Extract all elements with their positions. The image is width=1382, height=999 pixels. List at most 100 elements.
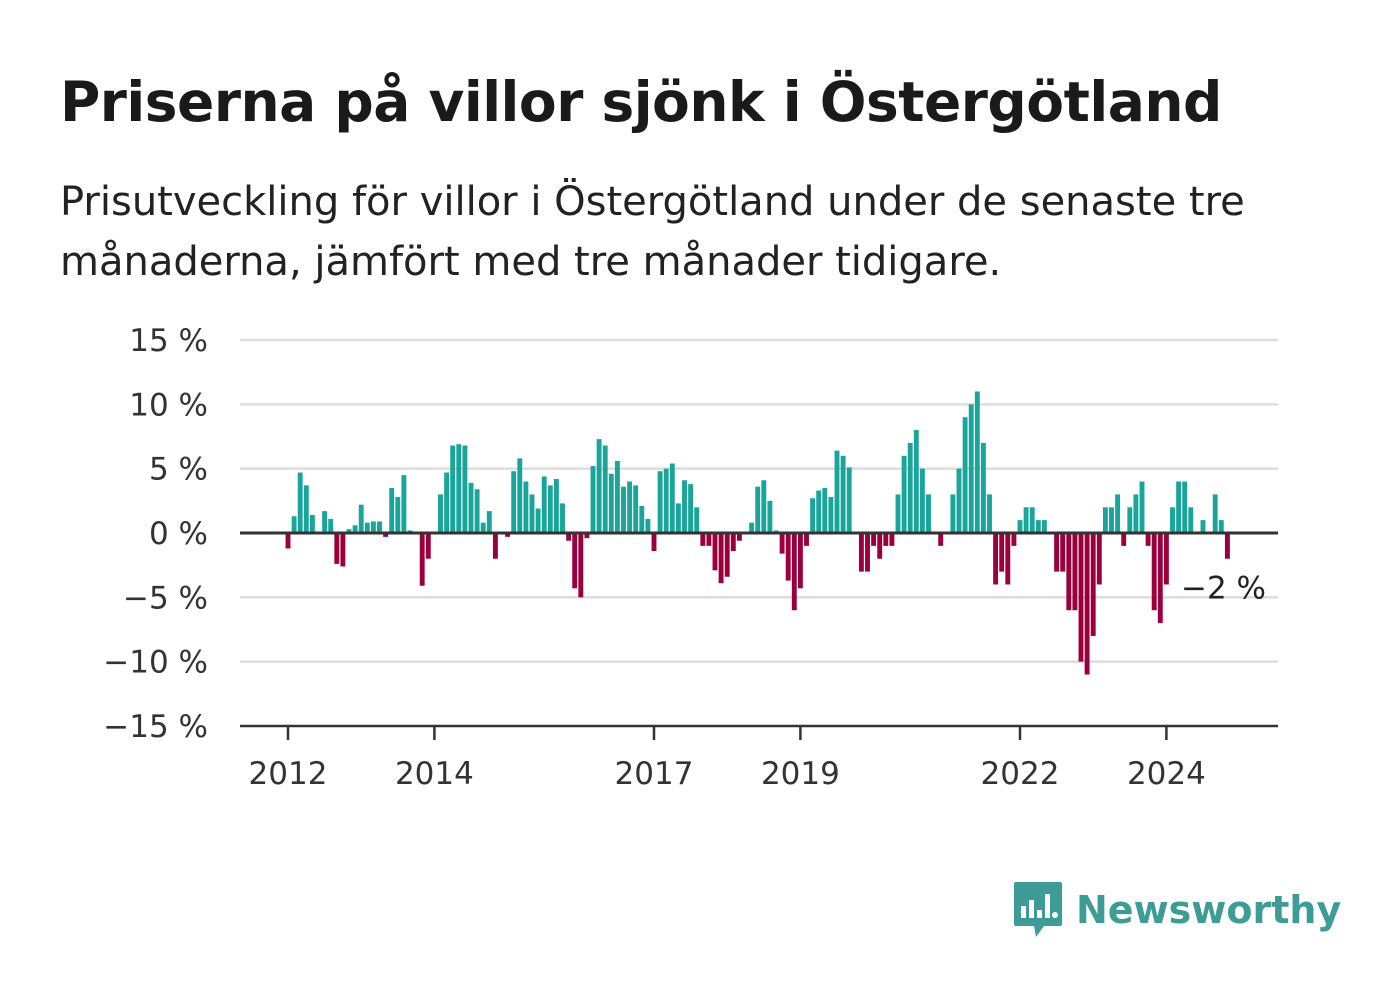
bar: [1029, 507, 1035, 533]
bar: [1139, 481, 1145, 533]
bar: [1084, 533, 1090, 675]
bar: [1121, 533, 1127, 546]
bar: [1182, 481, 1188, 533]
bar: [535, 508, 541, 533]
bar: [779, 533, 785, 554]
bar: [1188, 507, 1194, 533]
bar: [377, 521, 382, 533]
bar: [364, 522, 370, 533]
bar: [828, 496, 834, 533]
bar: [755, 486, 761, 533]
bar: [596, 439, 602, 533]
bar: [919, 468, 925, 533]
bar: [907, 442, 913, 533]
bar: [425, 533, 431, 559]
bar: [529, 494, 535, 533]
bar: [1090, 533, 1096, 636]
bar: [1066, 533, 1072, 611]
chart-title: Priserna på villor sjönk i Östergötland: [60, 70, 1222, 134]
bar: [938, 533, 944, 546]
bar: [700, 533, 706, 546]
bar: [816, 490, 822, 533]
bar: [608, 473, 614, 533]
bar: [736, 533, 742, 541]
bar: [541, 476, 547, 533]
bar: [322, 511, 328, 533]
bar: [1072, 533, 1078, 611]
bar: [675, 503, 681, 533]
bar: [993, 533, 999, 585]
y-tick-label: 5 %: [149, 452, 208, 488]
bar: [749, 522, 755, 533]
bar: [791, 533, 797, 611]
y-tick-label: 15 %: [129, 323, 208, 359]
bar: [761, 480, 767, 533]
bar: [395, 496, 401, 533]
bar: [980, 442, 986, 533]
bar: [419, 533, 425, 586]
y-tick-label: 10 %: [129, 387, 208, 423]
x-tick-label: 2019: [761, 756, 840, 792]
x-tick-label: 2014: [395, 756, 474, 792]
bar: [840, 455, 846, 533]
bar: [572, 533, 578, 589]
bar: [633, 485, 639, 533]
labels-layer: 15 % 10 % 5 % 0 % −5 % −10 % −15 % 2012 2014 2017…: [103, 323, 1266, 792]
bar: [1005, 533, 1011, 585]
bar: [871, 533, 877, 546]
bar: [297, 472, 303, 533]
bar: [328, 518, 334, 533]
bar: [450, 445, 456, 533]
y-tick-label: −5 %: [123, 580, 208, 616]
bar: [566, 533, 572, 541]
bar: [480, 522, 486, 533]
newsworthy-brand: Newsworthy: [1012, 880, 1341, 940]
bar: [370, 521, 376, 533]
bar: [950, 494, 956, 533]
y-tick-label: −15 %: [103, 709, 208, 745]
bar: [651, 533, 657, 552]
bar: [383, 533, 389, 537]
bar: [1023, 507, 1029, 533]
bar: [614, 460, 620, 533]
bar: [657, 471, 663, 533]
bar: [639, 505, 645, 533]
bar: [962, 417, 968, 533]
bar: [663, 468, 669, 533]
bar: [590, 466, 596, 533]
bar: [340, 533, 346, 567]
bar: [730, 533, 736, 552]
bar: [724, 533, 730, 577]
x-tick-label: 2024: [1127, 756, 1206, 792]
bar: [334, 533, 340, 564]
y-tick-label: 0 %: [149, 516, 208, 552]
bar: [999, 533, 1005, 572]
bar: [401, 475, 407, 533]
bar: [474, 489, 480, 533]
bar: [358, 504, 364, 533]
bar: [486, 511, 492, 533]
bar: [456, 444, 462, 533]
bars-layer: [285, 391, 1230, 675]
bar: [462, 445, 468, 533]
chart-subtitle: Prisutveckling för villor i Östergötland…: [60, 179, 1245, 285]
bar: [511, 471, 517, 533]
bar: [669, 463, 675, 533]
bar: [523, 481, 529, 533]
bar: [621, 486, 626, 533]
last-value-label: −2 %: [1181, 571, 1266, 607]
bar: [889, 533, 895, 546]
bar: [444, 472, 450, 533]
bar: [968, 404, 974, 533]
bar: [1035, 520, 1041, 533]
bar: [883, 533, 889, 546]
bar: [1163, 533, 1169, 585]
bar: [846, 467, 852, 533]
bar: [352, 525, 358, 533]
bar: [1127, 507, 1133, 533]
bar: [560, 503, 565, 533]
bar: [492, 533, 498, 559]
bar: [1115, 494, 1121, 533]
bar: [767, 500, 773, 533]
